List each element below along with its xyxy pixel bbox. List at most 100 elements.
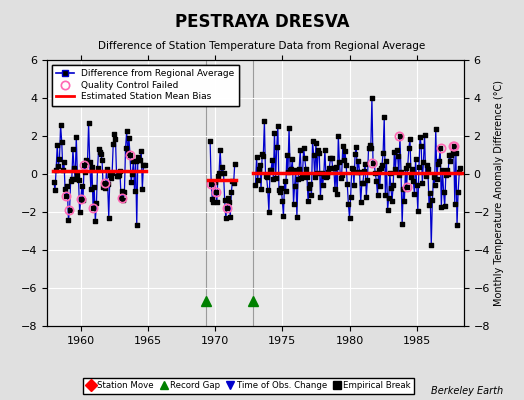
Point [269, 176, 278, 182]
Point [331, 186, 339, 192]
Point [389, 182, 397, 188]
Point [291, 166, 300, 173]
Point [215, 170, 223, 176]
Point [263, 174, 271, 181]
Point [318, 170, 326, 176]
Point [63, 183, 71, 189]
Point [348, 166, 357, 173]
Point [290, 182, 299, 189]
Point [332, 164, 340, 170]
Point [436, 145, 444, 152]
Point [60, 159, 68, 165]
Point [106, 172, 114, 178]
Point [380, 114, 388, 120]
Point [340, 157, 348, 164]
Point [67, 178, 75, 184]
Point [320, 172, 328, 179]
Point [328, 154, 336, 161]
Point [304, 198, 312, 204]
Point [392, 147, 401, 154]
Point [225, 199, 233, 205]
Point [408, 166, 417, 172]
Point [428, 197, 436, 203]
Point [356, 199, 365, 205]
Point [128, 171, 136, 178]
Point [411, 156, 420, 162]
Point [369, 160, 377, 166]
Point [119, 196, 127, 203]
Point [83, 159, 92, 166]
Point [289, 200, 298, 207]
Point [373, 192, 381, 198]
Point [443, 166, 451, 173]
Point [98, 156, 106, 163]
Point [228, 178, 237, 184]
Point [109, 141, 117, 147]
Point [61, 186, 69, 192]
Point [255, 166, 263, 172]
Point [275, 187, 283, 193]
Point [315, 150, 323, 156]
Point [445, 152, 453, 158]
Point [271, 175, 280, 181]
Point [53, 142, 61, 148]
Point [323, 173, 331, 180]
Point [81, 169, 90, 175]
Point [220, 170, 228, 176]
Point [56, 156, 64, 162]
Point [115, 172, 123, 178]
Point [120, 188, 128, 195]
Point [254, 176, 262, 183]
Point [51, 187, 59, 193]
Point [123, 128, 131, 135]
Point [390, 149, 398, 155]
Point [288, 156, 297, 162]
Point [54, 162, 62, 169]
Point [371, 170, 379, 176]
Point [409, 178, 418, 184]
Point [88, 163, 96, 170]
Point [441, 203, 449, 210]
Point [85, 159, 94, 165]
Point [330, 165, 338, 172]
Point [447, 152, 455, 158]
Point [107, 174, 115, 181]
Point [223, 205, 231, 211]
Point [265, 209, 273, 215]
Point [442, 171, 450, 178]
Point [444, 171, 452, 177]
Legend: Difference from Regional Average, Quality Control Failed, Estimated Station Mean: Difference from Regional Average, Qualit… [52, 64, 239, 106]
Point [339, 143, 347, 149]
Point [217, 170, 225, 177]
Point [74, 176, 83, 183]
Point [91, 218, 100, 224]
Point [400, 198, 409, 204]
Point [410, 190, 419, 197]
Point [210, 179, 219, 186]
Point [301, 155, 309, 162]
Point [122, 144, 130, 151]
Point [307, 192, 315, 198]
Point [446, 158, 454, 164]
Point [281, 188, 290, 194]
Point [360, 168, 368, 174]
Point [103, 181, 112, 188]
Point [412, 182, 421, 188]
Point [363, 176, 372, 183]
Point [355, 169, 364, 175]
Point [413, 208, 422, 214]
Point [138, 186, 147, 192]
Point [261, 173, 270, 180]
Point [311, 174, 319, 180]
Point [90, 183, 99, 190]
Point [299, 144, 308, 151]
Point [266, 167, 274, 173]
Point [114, 173, 122, 180]
Point [102, 166, 111, 173]
Point [293, 214, 301, 220]
Point [130, 188, 139, 194]
Point [78, 182, 86, 189]
Point [351, 150, 359, 157]
Point [226, 214, 234, 220]
Point [403, 162, 412, 169]
